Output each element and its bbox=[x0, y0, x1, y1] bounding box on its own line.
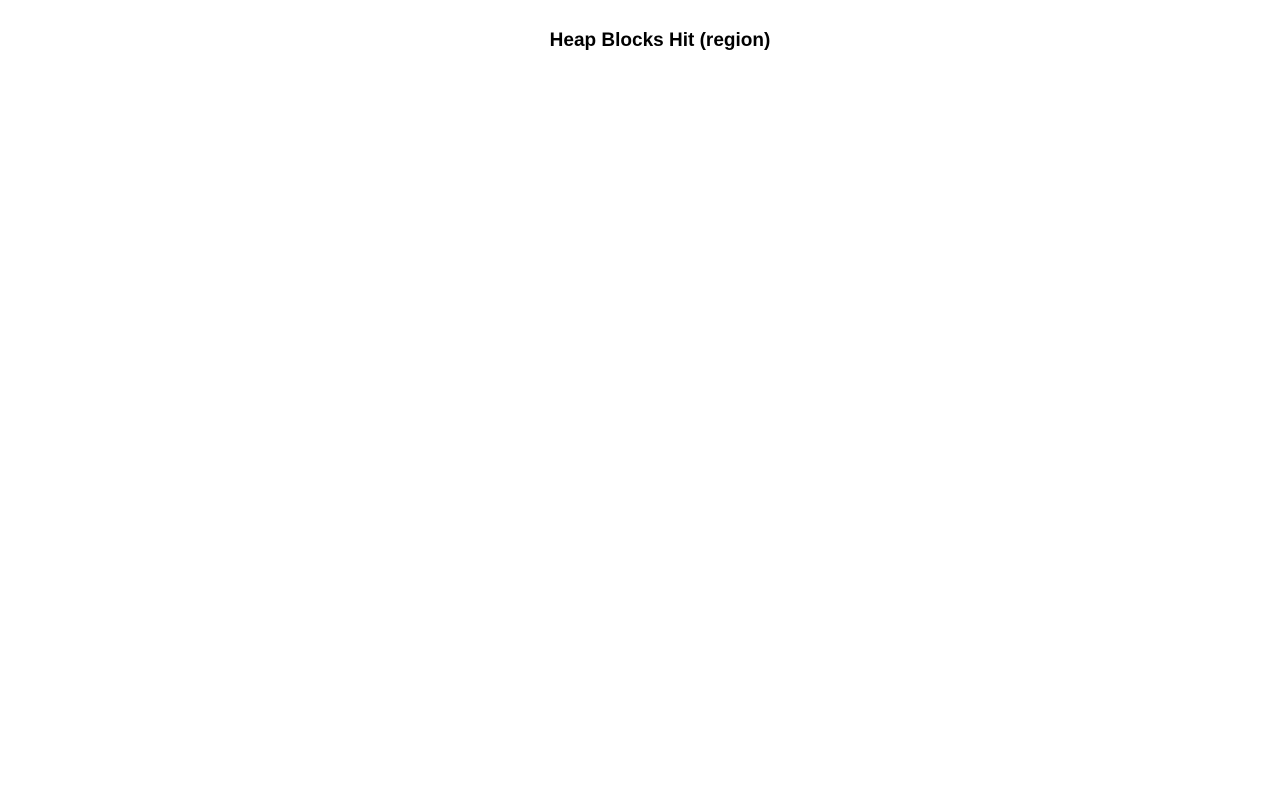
svg-text:Heap Blocks Hit (region): Heap Blocks Hit (region) bbox=[550, 30, 771, 51]
